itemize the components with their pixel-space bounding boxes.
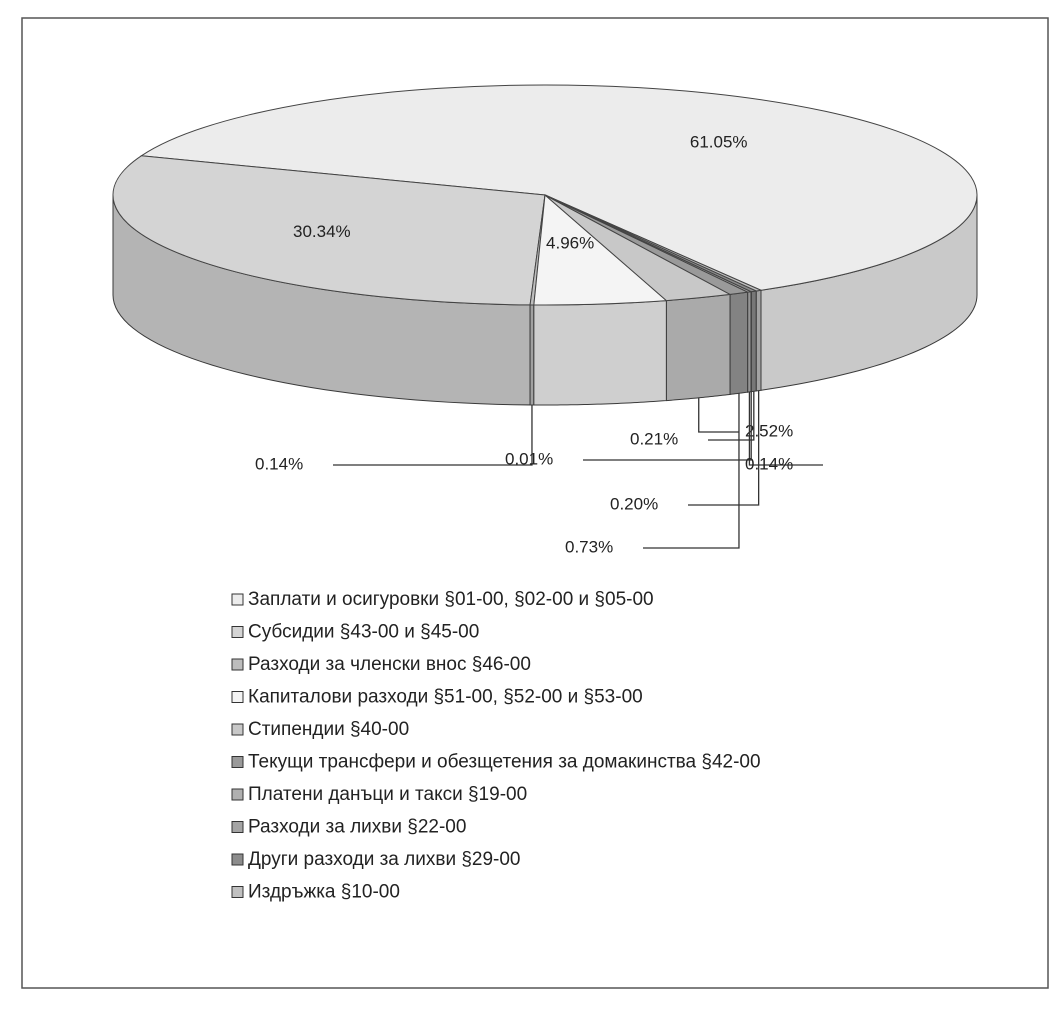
pie-slice-side	[534, 301, 667, 405]
legend-label: Стипендии §40-00	[248, 719, 409, 740]
legend-swatch	[232, 757, 243, 768]
data-label: 4.96%	[546, 234, 594, 253]
legend-label: Издръжка §10-00	[248, 882, 400, 903]
legend-label: Платени данъци и такси §19-00	[248, 784, 527, 805]
legend-label: Капиталови разходи §51-00, §52-00 и §53-…	[248, 687, 643, 708]
data-label: 0.01%	[505, 449, 553, 468]
pie-slice-side	[666, 294, 730, 400]
data-label: 2.52%	[745, 421, 793, 440]
legend-swatch	[232, 627, 243, 638]
pie-slice-side	[748, 292, 751, 392]
legend-swatch	[232, 692, 243, 703]
legend-swatch	[232, 822, 243, 833]
pie-slice-side	[730, 292, 748, 394]
legend-swatch	[232, 854, 243, 865]
data-label: 0.14%	[745, 454, 793, 473]
legend-swatch	[232, 594, 243, 605]
legend-swatch	[232, 659, 243, 670]
data-label: 0.73%	[565, 537, 613, 556]
data-label: 0.14%	[255, 454, 303, 473]
legend-label: Текущи трансфери и обезщетения за домаки…	[248, 752, 761, 773]
data-label: 0.20%	[610, 494, 658, 513]
legend-label: Субсидии §43-00 и §45-00	[248, 622, 479, 643]
legend-swatch	[232, 887, 243, 898]
legend-swatch	[232, 724, 243, 735]
data-label: 30.34%	[293, 222, 351, 241]
legend-label: Други разходи за лихви §29-00	[248, 849, 521, 870]
legend-label: Заплати и осигуровки §01-00, §02-00 и §0…	[248, 589, 654, 610]
legend-label: Разходи за лихви §22-00	[248, 817, 466, 838]
legend-swatch	[232, 789, 243, 800]
legend-label: Разходи за членски внос §46-00	[248, 654, 531, 675]
data-label: 0.21%	[630, 429, 678, 448]
pie-slice-side	[530, 305, 534, 405]
data-label: 61.05%	[690, 133, 748, 152]
pie-slice-side	[756, 290, 761, 391]
pie-slice-side	[751, 291, 756, 392]
